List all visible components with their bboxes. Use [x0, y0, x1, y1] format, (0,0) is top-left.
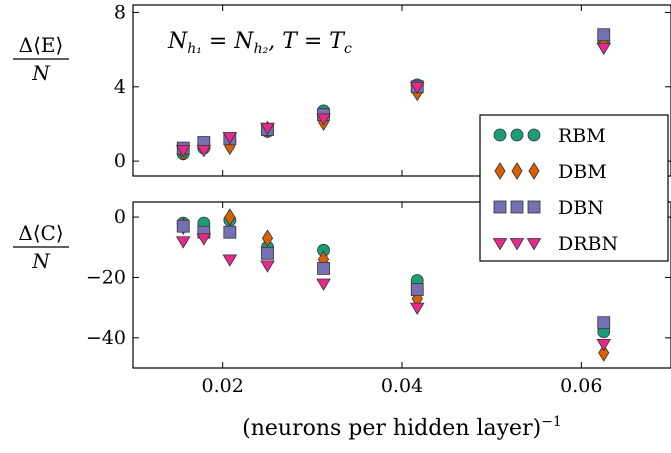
top-ylabel: Δ⟨E⟩ N — [13, 33, 69, 85]
legend-label-rbm: RBM — [558, 125, 606, 147]
legend-label-dbn: DBN — [558, 197, 604, 219]
bottom-point-dbn — [262, 247, 274, 259]
legend-marker-rbm — [494, 129, 506, 141]
bottom-point-drbn — [177, 237, 190, 248]
bottom-ytick-label: −40 — [86, 327, 126, 349]
bottom-ylabel: Δ⟨C⟩ N — [13, 221, 69, 273]
bottom-point-dbn — [224, 226, 236, 238]
legend-marker-dbn — [511, 201, 523, 213]
top-ylabel-numerator: Δ⟨E⟩ — [19, 33, 64, 57]
bottom-point-drbn — [597, 339, 610, 350]
bottom-point-dbn — [318, 262, 330, 274]
bottom-point-drbn — [411, 303, 424, 314]
legend-marker-rbm — [511, 129, 523, 141]
bottom-point-drbn — [223, 255, 236, 266]
bottom-ylabel-denominator: N — [31, 249, 51, 273]
bottom-point-dbn — [411, 284, 423, 296]
top-ytick-label: 8 — [114, 1, 126, 23]
bottom-ytick-label: −20 — [86, 266, 126, 288]
legend-marker-dbn — [494, 201, 506, 213]
top-ylabel-denominator: N — [31, 61, 51, 85]
legend-label-drbn: DRBN — [558, 233, 618, 255]
legend-marker-dbn — [528, 201, 540, 213]
xtick-label: 0.04 — [381, 375, 423, 397]
top-ytick-label: 4 — [114, 76, 126, 98]
xtick-label: 0.06 — [560, 375, 602, 397]
bottom-ylabel-numerator: Δ⟨C⟩ — [18, 221, 63, 245]
legend: RBM DBM DBN DRBN — [480, 115, 668, 261]
top-ytick-label: 0 — [114, 150, 126, 172]
bottom-ytick-label: 0 — [114, 206, 126, 228]
top-point-dbn — [598, 29, 610, 41]
legend-label-dbm: DBM — [558, 161, 607, 183]
bottom-point-drbn — [197, 234, 210, 245]
legend-marker-rbm — [528, 129, 540, 141]
annotation: Nh₁ = Nh₂, T = Tc — [167, 29, 352, 57]
bottom-point-dbn — [177, 220, 189, 232]
xtick-label: 0.02 — [202, 375, 244, 397]
bottom-point-drbn — [317, 279, 330, 290]
bottom-point-drbn — [261, 261, 274, 272]
x-axis-title: (neurons per hidden layer)−1 — [242, 414, 562, 441]
bottom-point-dbn — [598, 317, 610, 329]
top-point-drbn — [597, 43, 610, 54]
